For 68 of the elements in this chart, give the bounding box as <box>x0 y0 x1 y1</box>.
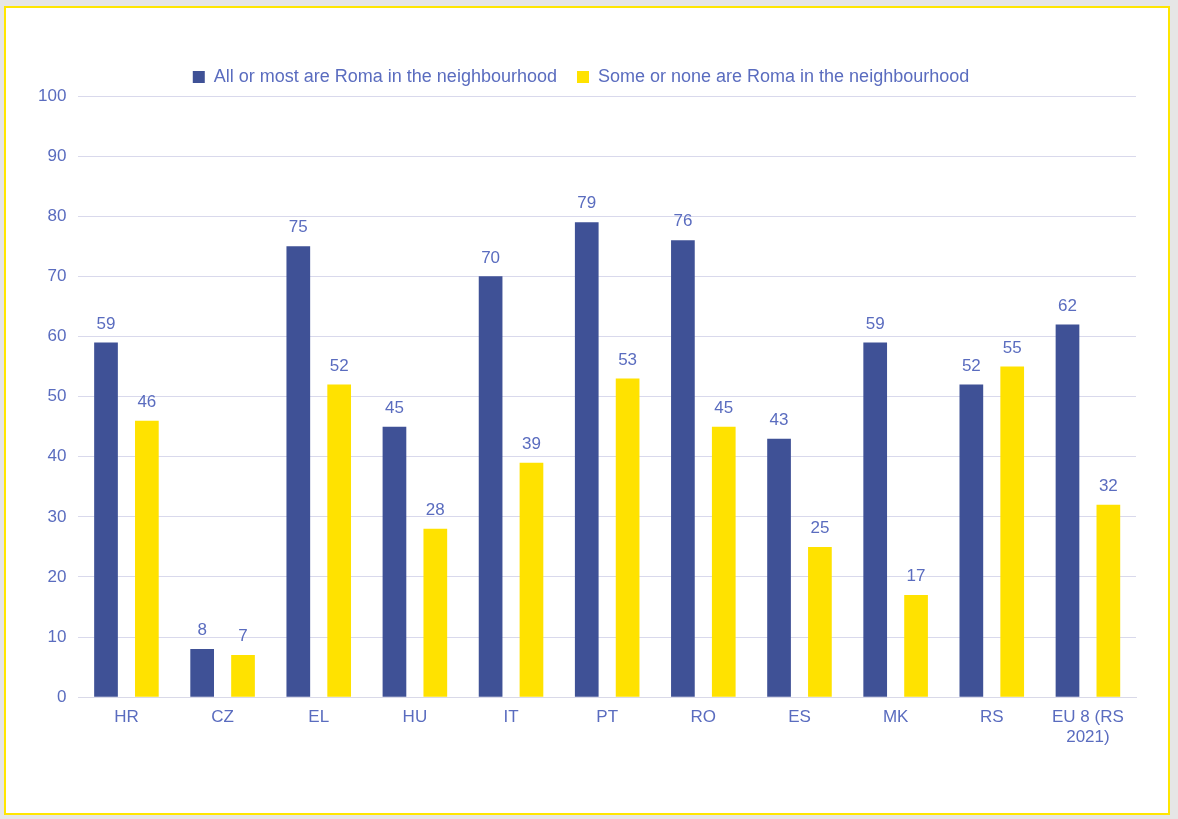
y-tick-label: 70 <box>47 266 67 286</box>
bar <box>904 595 928 697</box>
x-tick-label: RO <box>690 707 717 727</box>
data-label: 45 <box>714 397 734 417</box>
bar <box>808 546 832 697</box>
bar <box>1055 324 1080 697</box>
data-label: 32 <box>1098 476 1118 495</box>
legend-label: All or most are Roma in the neighbourhood <box>213 65 557 86</box>
data-label: 25 <box>810 518 830 538</box>
data-label: 52 <box>961 355 981 375</box>
data-label: 79 <box>577 193 597 213</box>
y-tick-label: 90 <box>47 145 67 165</box>
x-tick-label: IT <box>503 707 519 727</box>
y-tick-label: 30 <box>47 506 67 526</box>
bar <box>478 276 503 697</box>
x-tick-label: ES <box>788 707 811 727</box>
data-label: 55 <box>1002 337 1022 357</box>
bar <box>615 378 640 697</box>
y-tick-label: 60 <box>47 326 67 346</box>
data-label: 43 <box>769 409 789 429</box>
x-tick-label: RS <box>979 707 1004 727</box>
y-tick-label: 100 <box>37 85 67 105</box>
x-tick-label: MK <box>882 707 910 727</box>
data-label: 28 <box>425 500 445 520</box>
data-label: 53 <box>618 349 638 369</box>
bar <box>1096 504 1121 697</box>
data-label: 76 <box>673 211 693 231</box>
x-tick-label: HR <box>114 707 139 727</box>
bar <box>1000 366 1025 697</box>
bar <box>671 240 695 697</box>
bar <box>767 438 791 697</box>
bar <box>190 649 215 697</box>
x-tick-label: CZ <box>211 707 234 727</box>
data-label: 59 <box>96 313 116 333</box>
bar <box>135 420 159 697</box>
y-tick-label: 50 <box>47 386 67 406</box>
bar <box>574 222 599 697</box>
data-label: 7 <box>238 626 248 646</box>
y-tick-label: 20 <box>47 566 67 586</box>
x-tick-label: EL <box>308 707 330 727</box>
x-tick-label: EU 8 (RS 2021) <box>1052 707 1124 747</box>
data-label: 62 <box>1058 295 1077 315</box>
data-label: 59 <box>865 313 885 333</box>
bar <box>711 426 736 697</box>
data-label: 70 <box>481 247 501 267</box>
bar <box>327 384 352 697</box>
data-label: 52 <box>329 355 349 375</box>
y-tick-label: 80 <box>47 205 67 225</box>
bar <box>231 655 255 697</box>
x-tick-label: HU <box>402 707 428 727</box>
data-label: 8 <box>197 620 207 640</box>
legend-label: Some or none are Roma in the neighbourhood <box>597 65 970 86</box>
y-tick-label: 0 <box>56 686 67 706</box>
bar <box>94 342 118 697</box>
bar <box>382 426 407 697</box>
bar <box>519 462 544 697</box>
data-label: 75 <box>288 217 308 237</box>
y-tick-label: 40 <box>47 446 67 466</box>
data-label: 46 <box>137 391 157 411</box>
x-tick-label: PT <box>596 707 619 727</box>
bar <box>863 342 888 697</box>
data-label: 45 <box>384 397 404 417</box>
data-label: 39 <box>522 433 541 453</box>
bar <box>959 384 984 697</box>
data-label: 17 <box>906 566 926 586</box>
y-tick-label: 10 <box>47 626 67 646</box>
bar <box>423 528 448 697</box>
bar <box>286 246 311 697</box>
